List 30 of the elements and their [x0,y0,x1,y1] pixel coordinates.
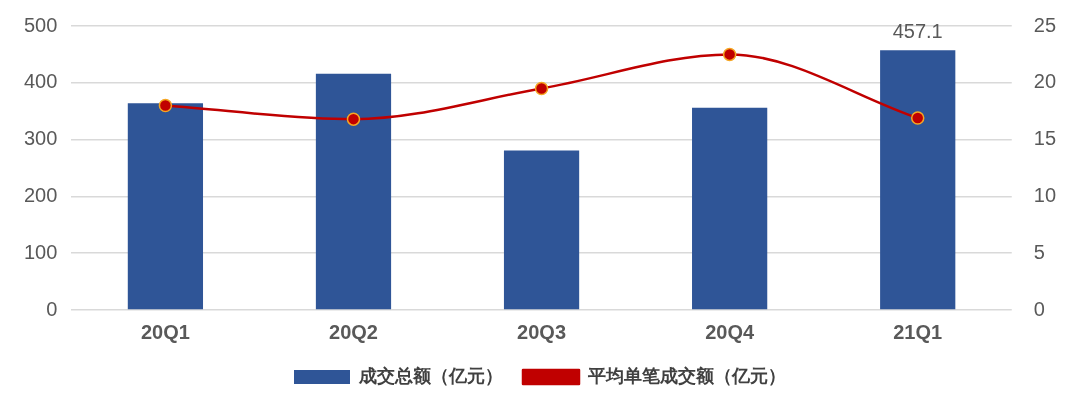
y-tick-label: 200 [23,183,58,206]
legend-label: 平均单笔成交额（亿元） [587,365,786,386]
bar [692,107,768,310]
point [346,112,361,126]
bar [503,150,580,310]
y-tick-label: 400 [23,70,58,93]
bar [880,50,956,310]
point [158,98,173,113]
y-tick-label: 300 [23,127,58,150]
y2-tick-label: 10 [1033,183,1056,206]
y2-tick-label: 20 [1033,70,1056,93]
y-tick-label: 0 [46,297,58,320]
y2-tick-label: 5 [1033,240,1045,263]
x-tick-label: 20Q3 [517,320,567,343]
point [534,81,549,96]
x-tick-label: 20Q1 [140,320,190,343]
y2-tick-label: 15 [1033,127,1056,150]
point [910,111,925,125]
y2-tick-label: 25 [1033,13,1056,36]
legend-label: 成交总额（亿元） [358,365,503,386]
point [722,47,737,62]
x-tick-label: 21Q1 [893,320,943,343]
x-tick-label: 20Q4 [705,320,755,343]
y-tick-label: 500 [23,13,58,36]
bar [315,73,392,310]
y2-tick-label: 0 [1033,297,1045,320]
data-label: 457.1 [892,19,943,42]
y-tick-label: 100 [23,240,58,263]
x-tick-label: 20Q2 [329,320,378,343]
bar [127,103,204,310]
